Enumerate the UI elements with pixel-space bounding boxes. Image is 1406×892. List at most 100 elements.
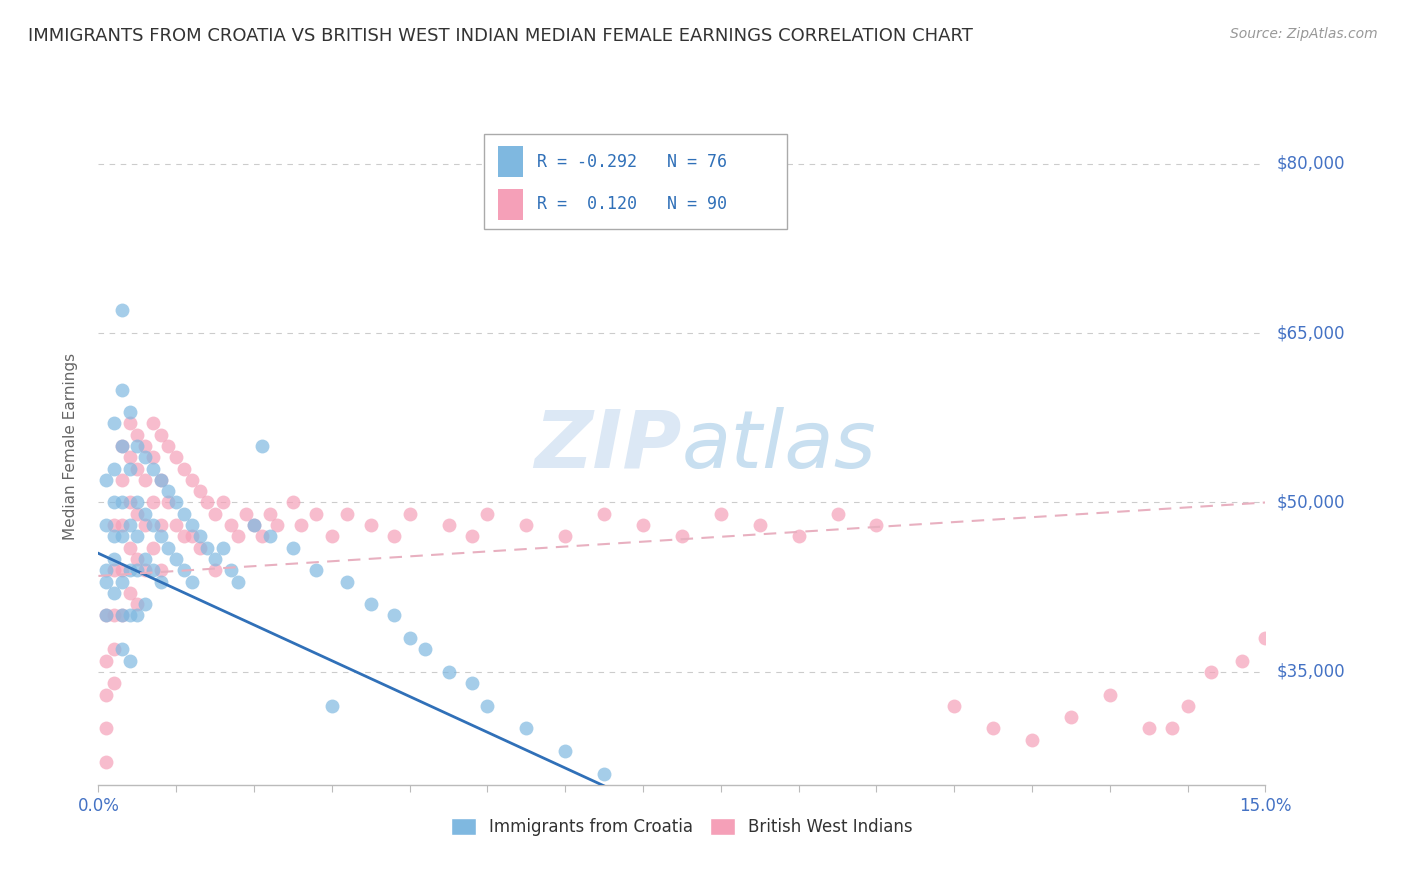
Point <box>127 552 149 566</box>
Legend: Immigrants from Croatia, British West Indians: Immigrants from Croatia, British West In… <box>443 810 921 845</box>
Point <box>134 563 156 577</box>
Point <box>710 507 733 521</box>
Point <box>142 417 165 431</box>
Point <box>515 518 537 533</box>
Point <box>96 518 118 533</box>
Text: atlas: atlas <box>682 407 877 485</box>
Point <box>127 439 149 453</box>
Point <box>96 608 118 623</box>
Bar <box>498 189 523 219</box>
Point <box>243 518 266 533</box>
Point <box>127 563 149 577</box>
Point <box>127 507 149 521</box>
Point <box>96 608 118 623</box>
Point <box>134 450 156 465</box>
Point <box>118 608 141 623</box>
Point <box>142 461 165 475</box>
Point <box>96 688 118 702</box>
Point <box>290 518 312 533</box>
Point <box>1230 654 1253 668</box>
Point <box>103 495 125 509</box>
Point <box>173 507 195 521</box>
Point <box>305 507 328 521</box>
Text: $65,000: $65,000 <box>1277 324 1346 342</box>
Point <box>127 529 149 543</box>
Point <box>103 461 125 475</box>
Point <box>195 495 218 509</box>
Point <box>142 541 165 555</box>
Point <box>103 676 125 690</box>
Point <box>103 417 125 431</box>
Bar <box>498 146 523 177</box>
Point <box>631 518 654 533</box>
Point <box>173 529 195 543</box>
Point <box>360 597 382 611</box>
Point <box>103 563 125 577</box>
Point <box>103 552 125 566</box>
Point <box>710 834 733 848</box>
Point <box>127 427 149 442</box>
Point <box>103 586 125 600</box>
Point <box>111 439 134 453</box>
Point <box>111 495 134 509</box>
Point <box>149 563 172 577</box>
Point <box>321 529 343 543</box>
Point <box>96 563 118 577</box>
Point <box>142 563 165 577</box>
Point <box>180 529 202 543</box>
Point <box>118 518 141 533</box>
Point <box>165 518 187 533</box>
Point <box>149 574 172 589</box>
Point <box>111 574 134 589</box>
Point <box>1098 688 1121 702</box>
Text: R = -0.292   N = 76: R = -0.292 N = 76 <box>537 153 727 170</box>
Point <box>281 495 304 509</box>
Point <box>360 518 382 533</box>
Point <box>1060 710 1083 724</box>
Point <box>165 450 187 465</box>
Point <box>219 518 242 533</box>
Point <box>188 484 211 499</box>
Point <box>593 507 616 521</box>
Point <box>204 563 226 577</box>
Point <box>382 608 405 623</box>
Point <box>96 473 118 487</box>
Point <box>515 722 537 736</box>
Point <box>787 529 810 543</box>
Point <box>180 518 202 533</box>
Point <box>134 518 156 533</box>
Point <box>103 608 125 623</box>
Point <box>554 529 576 543</box>
Point <box>259 529 281 543</box>
Point <box>142 450 165 465</box>
Point <box>413 642 436 657</box>
Text: R =  0.120   N = 90: R = 0.120 N = 90 <box>537 195 727 213</box>
Point <box>103 529 125 543</box>
Point <box>219 563 242 577</box>
Point <box>204 552 226 566</box>
Point <box>981 722 1004 736</box>
Point <box>1021 732 1043 747</box>
Point <box>1254 631 1277 645</box>
Point <box>461 676 484 690</box>
Point <box>111 642 134 657</box>
Point <box>1199 665 1222 679</box>
Point <box>127 608 149 623</box>
Text: IMMIGRANTS FROM CROATIA VS BRITISH WEST INDIAN MEDIAN FEMALE EARNINGS CORRELATIO: IMMIGRANTS FROM CROATIA VS BRITISH WEST … <box>28 27 973 45</box>
Point <box>118 461 141 475</box>
Point <box>173 563 195 577</box>
Point <box>437 665 460 679</box>
Point <box>118 586 141 600</box>
Point <box>96 722 118 736</box>
Point <box>593 766 616 780</box>
Point <box>1137 722 1160 736</box>
Point <box>250 529 273 543</box>
Point <box>180 473 202 487</box>
Point <box>103 642 125 657</box>
Point <box>111 608 134 623</box>
Point <box>1177 698 1199 713</box>
Point <box>1161 722 1184 736</box>
Point <box>943 698 966 713</box>
Point <box>398 631 420 645</box>
Point <box>195 541 218 555</box>
